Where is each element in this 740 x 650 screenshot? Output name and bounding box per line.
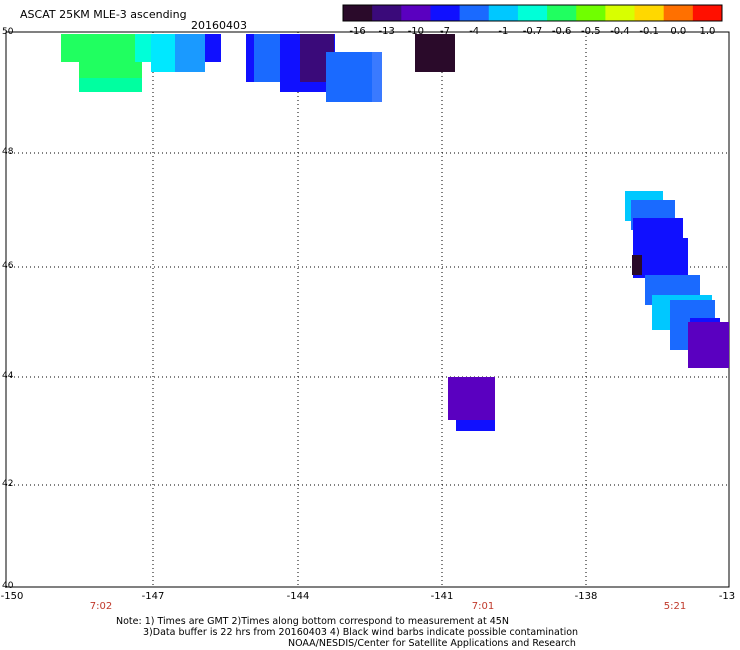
y-tick-label: 50 — [2, 27, 14, 37]
colorbar-segment — [372, 5, 402, 21]
colorbar-tick-label: -0.6 — [551, 26, 572, 37]
note-line-3: NOAA/NESDIS/Center for Satellite Applica… — [288, 638, 576, 649]
colorbar-segment — [488, 5, 519, 21]
swath-west — [61, 34, 221, 92]
note-line-1: Note: 1) Times are GMT 2)Times along bot… — [116, 616, 509, 627]
colorbar-tick-label: -0.1 — [639, 26, 659, 37]
colorbar-tick-label: -0.7 — [522, 26, 543, 37]
swath-central-north — [246, 34, 455, 102]
map-frame — [5, 31, 730, 588]
map-title: ASCAT 25KM MLE-3 ascending — [20, 8, 187, 21]
colorbar-tick-label: -4 — [469, 26, 480, 37]
pass-time: 5:21 — [663, 601, 687, 612]
colorbar-frame — [342, 4, 723, 22]
colorbar — [342, 4, 723, 22]
y-tick-label: 42 — [2, 479, 14, 489]
colorbar-tick-label: -13 — [378, 26, 395, 37]
x-tick-label: -147 — [141, 591, 165, 602]
colorbar-segment — [401, 5, 431, 21]
note-line-2: 3)Data buffer is 22 hrs from 20160403 4)… — [143, 627, 579, 638]
y-tick-label: 40 — [2, 581, 14, 591]
gridlines — [6, 32, 729, 587]
colorbar-tick-label: -10 — [407, 26, 425, 37]
colorbar-tick-label: 1.0 — [699, 26, 716, 37]
y-tick-label: 48 — [2, 147, 14, 157]
x-tick-label: -141 — [430, 591, 454, 602]
colorbar-segment — [663, 5, 694, 21]
colorbar-segment — [547, 5, 577, 21]
y-tick-label: 46 — [2, 261, 14, 271]
x-tick-label: -13 — [718, 591, 736, 602]
colorbar-segment — [343, 5, 373, 21]
map-date: 20160403 — [191, 19, 247, 32]
swath-east — [625, 191, 729, 368]
x-tick-label: -150 — [0, 591, 24, 602]
colorbar-tick-label: 0.0 — [670, 26, 687, 37]
x-tick-label: -144 — [286, 591, 310, 602]
colorbar-segment — [605, 5, 636, 21]
colorbar-segment — [576, 5, 606, 21]
colorbar-segment — [459, 5, 490, 21]
colorbar-segment — [634, 5, 665, 21]
colorbar-segment — [517, 5, 548, 21]
colorbar-segment — [692, 5, 723, 21]
colorbar-tick-label: -7 — [440, 26, 451, 37]
colorbar-tick-label: -0.5 — [581, 26, 601, 37]
colorbar-tick-label: -1 — [498, 26, 509, 37]
colorbar-segment — [430, 5, 461, 21]
colorbar-tick-label: -16 — [349, 26, 366, 37]
y-tick-label: 44 — [2, 371, 14, 381]
colorbar-tick-label: -0.4 — [610, 26, 630, 37]
x-tick-label: -138 — [574, 591, 598, 602]
swath-central-south — [448, 377, 495, 431]
pass-time: 7:01 — [471, 601, 495, 612]
pass-time: 7:02 — [89, 601, 113, 612]
